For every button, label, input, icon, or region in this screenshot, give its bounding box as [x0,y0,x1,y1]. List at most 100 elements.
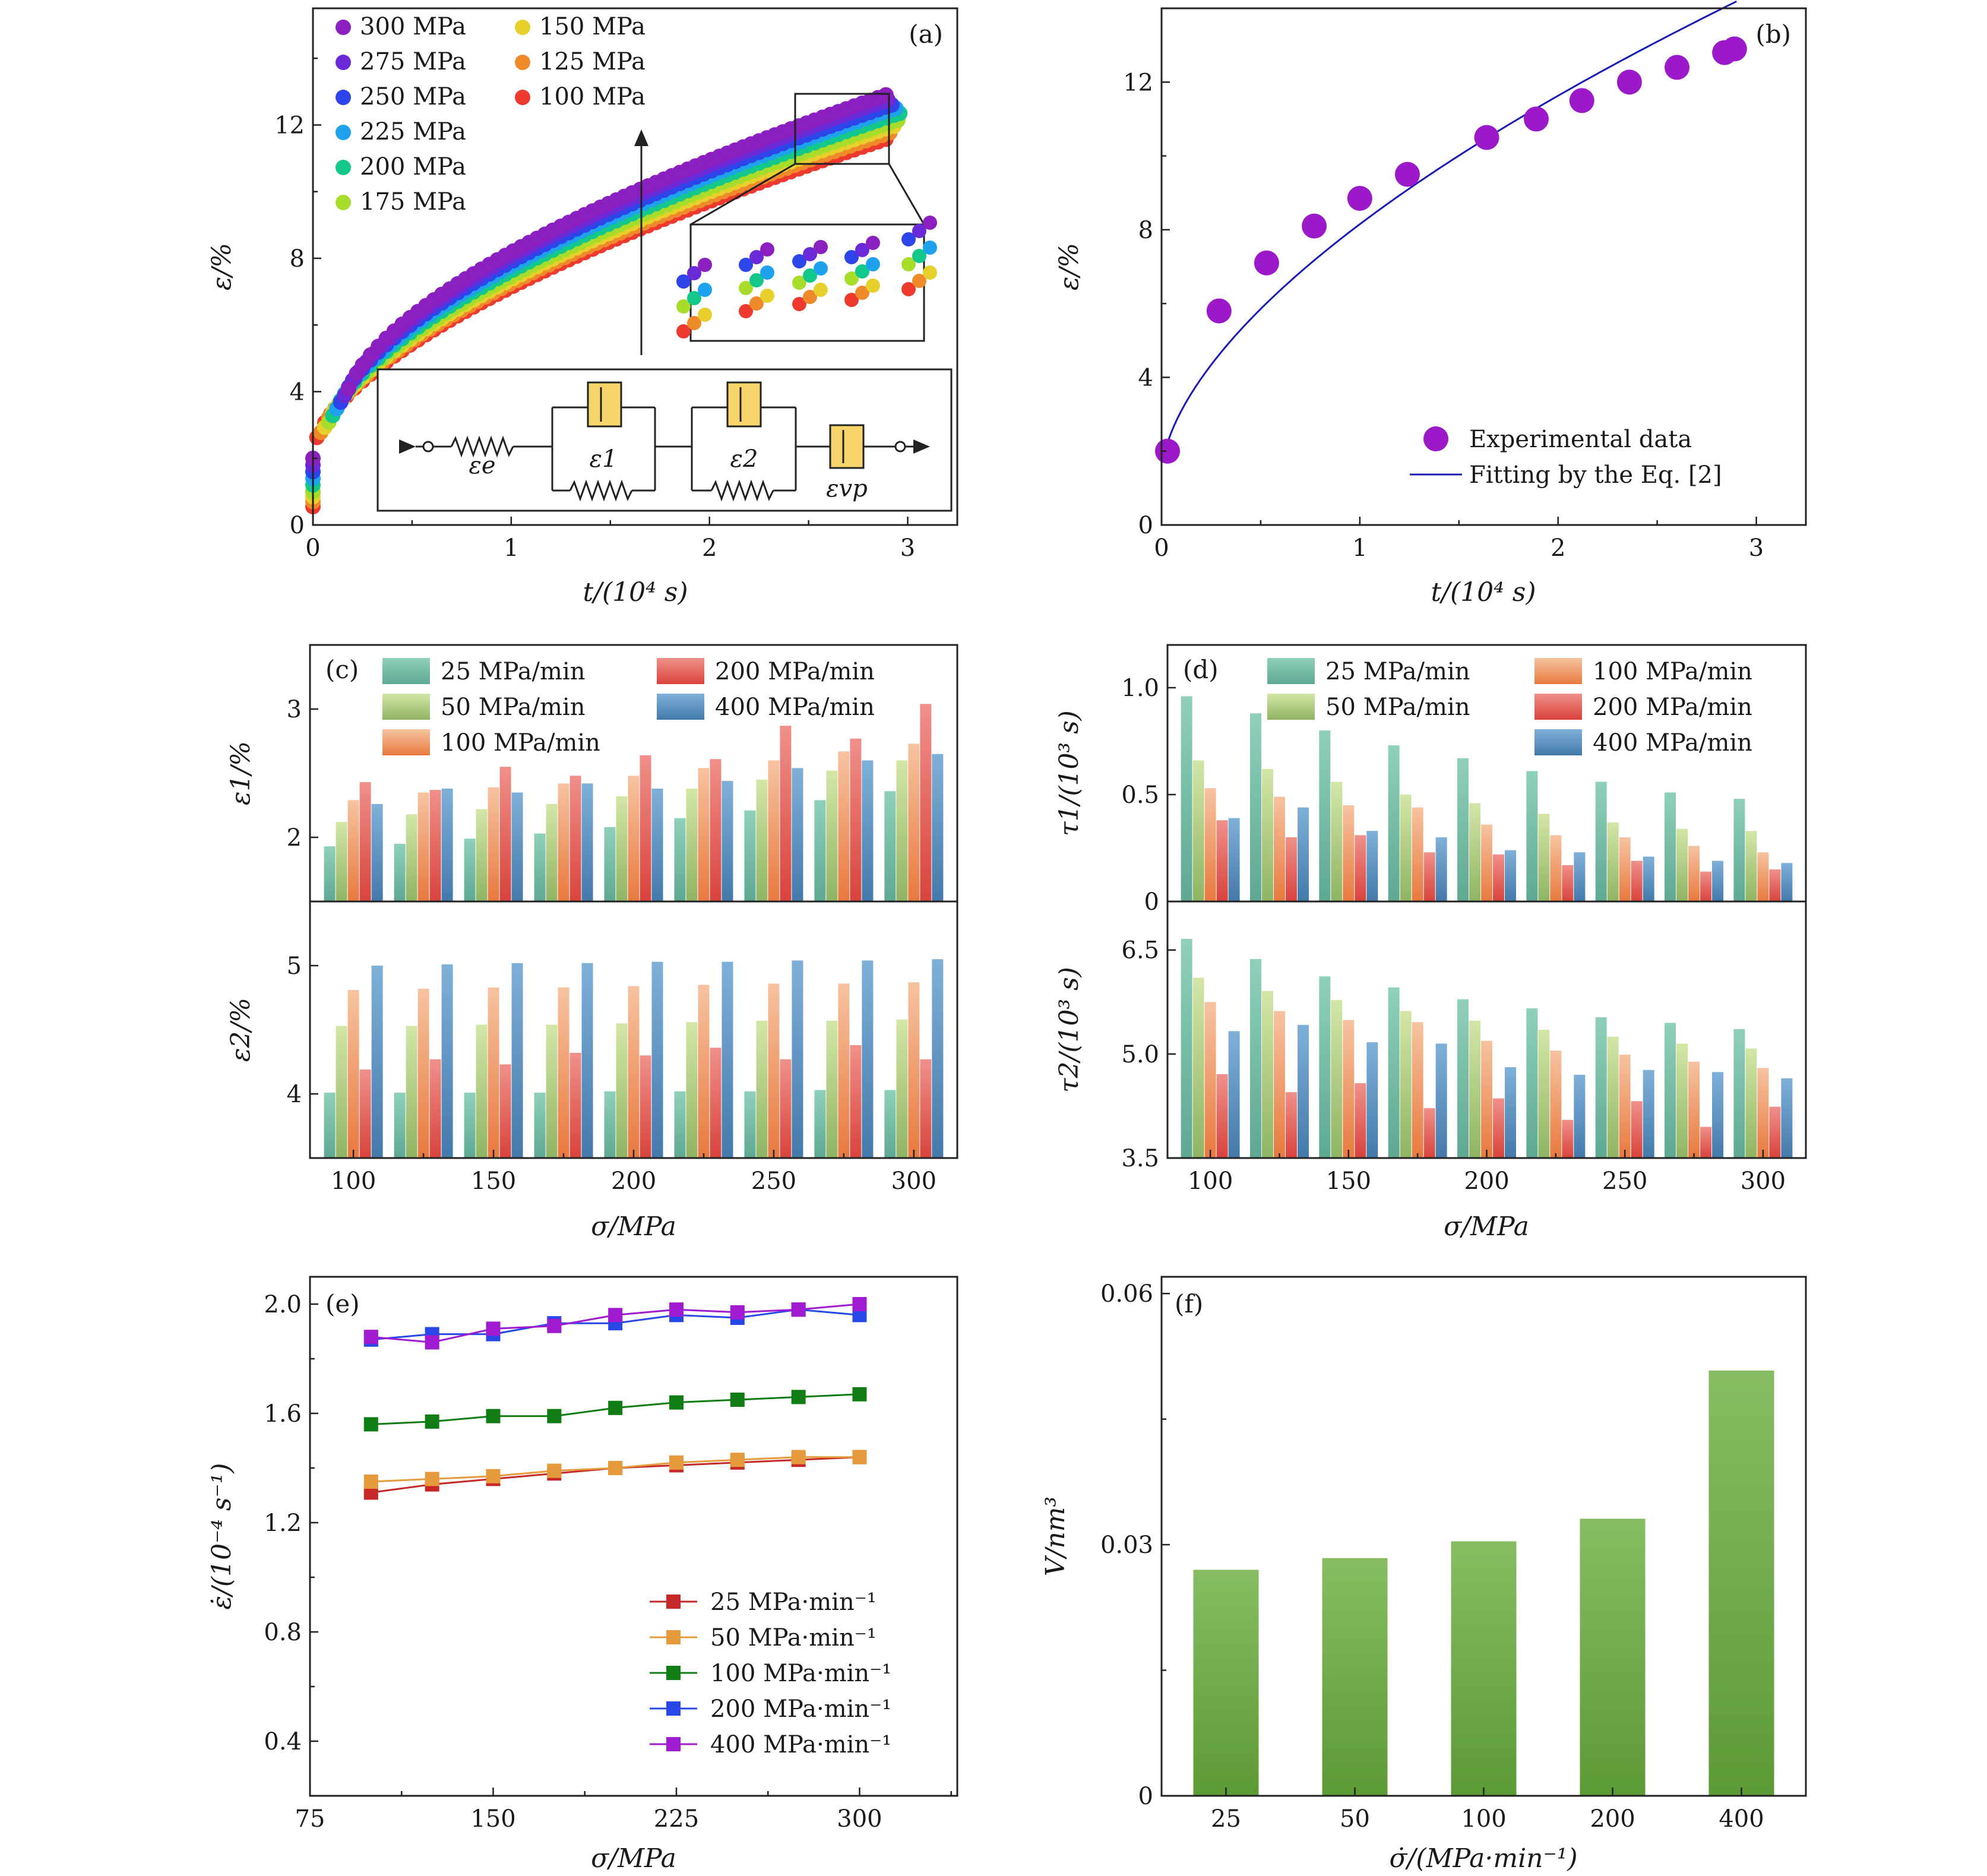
panel-e-ylabel: ε̇/(10⁻⁴ s⁻¹) [207,1463,237,1609]
data-point [547,1318,562,1333]
bar [1469,1020,1480,1158]
bar [1192,760,1204,901]
bar [1619,837,1631,901]
series-line-1 [363,1450,867,1489]
panel-c-legend: 25 MPa/min 50 MPa/min 100 MPa/min 200 MPa/m… [382,658,875,757]
data-point [1347,186,1372,211]
x-tick-label: 300 [891,1168,936,1195]
bar [710,759,722,901]
inset-point [760,242,774,257]
y-tick-label: 4 [290,378,305,406]
data-point [791,1390,806,1404]
bar [1331,782,1343,901]
fit-curve [1162,1,1737,458]
bar [1574,852,1586,901]
bar [814,1090,826,1158]
bar [674,1091,686,1158]
data-point [791,1302,806,1317]
x-tick-label: 300 [837,1805,882,1833]
inset-point [760,265,774,280]
bar [920,1059,932,1158]
legend-label: 275 MPa [360,48,466,75]
data-point [1616,69,1642,95]
bar [838,751,850,901]
legend-swatch [657,658,704,684]
panel-a-tag: (a) [909,20,943,49]
data-point [1206,298,1232,324]
bar [640,1055,651,1158]
inset-point [803,247,817,261]
inset-point [739,258,753,272]
bar [616,796,628,901]
bar [1595,1017,1607,1158]
x-tick-label: 100 [331,1168,376,1195]
panel-f-xlabel: σ̇/(MPa·min⁻¹) [1389,1843,1577,1874]
data-point [608,1400,623,1415]
bar [1343,1020,1355,1158]
bar [1249,958,1261,1158]
inset-point [749,273,764,287]
bar [651,961,663,1158]
bar [1688,846,1700,901]
bar [499,767,511,901]
bar [336,822,347,901]
bar [908,744,920,901]
inset-point [676,274,691,289]
inset-point [749,250,764,264]
bar [476,809,488,901]
legend-marker [666,1701,681,1716]
series-300-mpa [305,87,894,466]
panel-c-tag: (c) [325,655,359,684]
bar [1435,1043,1447,1158]
data-point [486,1469,501,1483]
bar [1435,837,1447,901]
inset-point [814,283,828,297]
bar [1469,803,1480,901]
y-tick-label: 0 [1138,512,1153,539]
panel-a-inset-points [676,216,937,338]
series-line-2 [363,1387,867,1432]
bar [1562,1119,1574,1158]
model-spring-2-icon [710,479,774,502]
bar [826,1020,838,1158]
data-point [486,1321,501,1336]
panel-c-plot-area [324,704,944,1158]
bar [429,1059,441,1158]
data-point [669,1302,684,1317]
data-point [1665,55,1689,80]
bar [698,985,710,1158]
bar [710,1048,722,1158]
panel-a-inset [689,223,925,342]
y-tick-label: 1.0 [1121,675,1159,702]
bar [932,959,944,1158]
bar [1781,1078,1793,1158]
data-point [669,1395,684,1410]
bar [324,1092,336,1158]
bar [441,788,453,901]
bar [604,1091,616,1158]
inset-point [698,283,712,297]
bar [1712,861,1724,901]
bar [1550,835,1562,901]
legend-label: 250 MPa [360,83,466,110]
bar [884,1090,896,1158]
legend-swatch [1534,729,1582,755]
bar [826,770,838,901]
bar [1400,1011,1412,1158]
x-tick-label: 150 [1326,1168,1371,1195]
bar [336,1026,347,1158]
bar [908,982,920,1158]
legend-label: 100 MPa/min [1593,658,1752,685]
model-label-kelvin-2: ε2 [730,445,758,473]
bar [1261,768,1273,901]
bar [850,1045,862,1158]
bar [1757,1068,1769,1158]
panel-f-ticks: 25 50 100 200 400 0 0.03 0.06 [1100,1280,1764,1833]
legend-swatch [657,694,704,720]
bar [1273,796,1285,901]
inset-point [698,308,712,322]
model-right-arrow-icon [913,439,930,454]
inset-point [912,249,926,263]
bar [546,1024,558,1158]
legend-label: 25 MPa·min⁻¹ [710,1589,877,1616]
